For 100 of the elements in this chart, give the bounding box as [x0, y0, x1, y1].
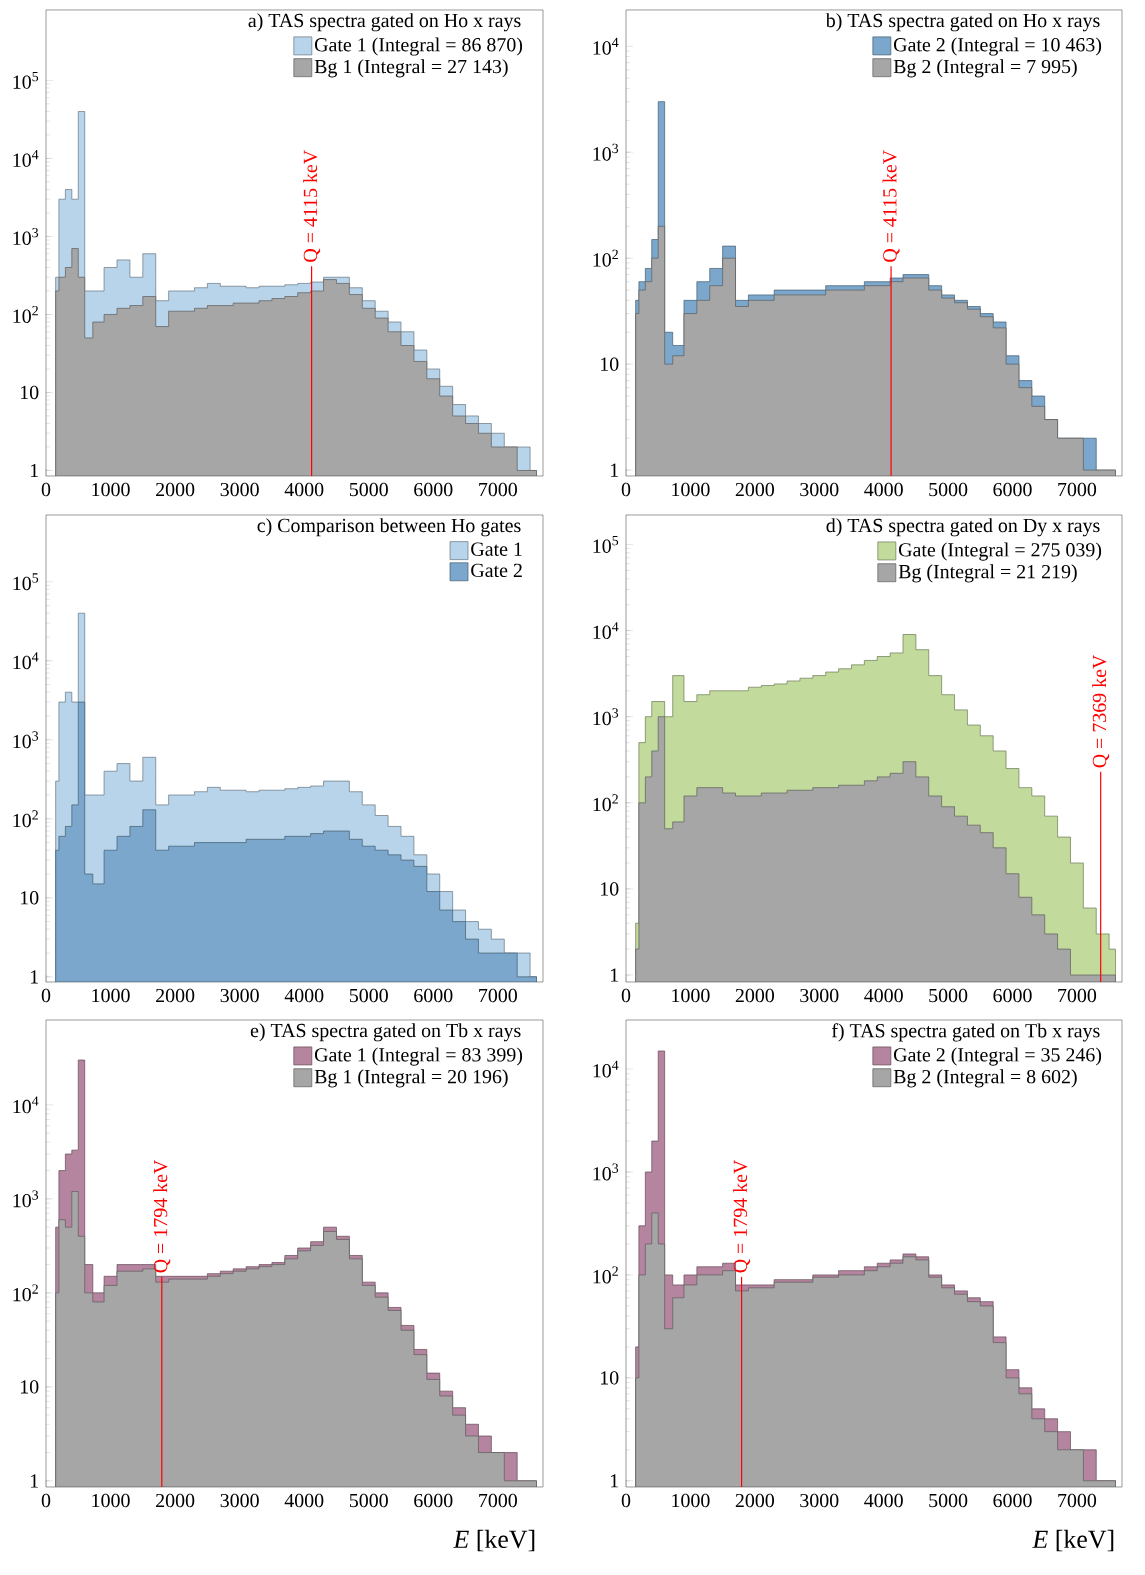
x-tick-label: 3000	[220, 1493, 259, 1508]
x-tick-label: 1000	[672, 1493, 710, 1508]
x-tick-label: 4000	[284, 482, 324, 497]
y-tick-label: 10$^{2}$	[13, 306, 38, 323]
x-tick-label: 1000	[92, 988, 130, 1003]
y-tick-label: 10$^{4}$	[593, 1060, 619, 1078]
y-tick-label: 1	[610, 1474, 618, 1488]
x-tick-label: 2000	[735, 482, 774, 497]
y-tick-label: 10$^{3}$	[593, 708, 619, 726]
x-tick-label: 1000	[92, 1493, 130, 1508]
legend-label: Bg (Integral = 21 219)	[898, 564, 1077, 583]
y-tick-label: 10$^{3}$	[13, 1190, 39, 1208]
x-tick-label: 3000	[800, 988, 839, 1003]
y-tick-label: 1	[610, 463, 618, 477]
x-axis-title: E [keV]	[1032, 1529, 1114, 1552]
y-tick-label: 10$^{5}$	[13, 573, 39, 591]
x-tick-label: 6000	[414, 988, 453, 1003]
x-tick-label: 6000	[414, 1493, 453, 1508]
legend-label: Gate 1 (Integral = 83 399)	[314, 1047, 523, 1066]
x-tick-label: 2000	[735, 988, 774, 1003]
x-tick-label: 1000	[92, 482, 130, 497]
y-tick-label: 10	[600, 357, 619, 371]
x-tick-label: 4000	[284, 988, 324, 1003]
x-tick-label: 2000	[156, 988, 195, 1003]
y-tick-label: 10$^{5}$	[593, 536, 619, 553]
x-tick-label: 5000	[349, 1493, 388, 1508]
x-tick-label: 7000	[1058, 1493, 1097, 1508]
chart-title: e) TAS spectra gated on Tb x rays	[250, 1023, 521, 1042]
x-tick-label: 2000	[735, 1493, 774, 1508]
x-tick-label: 0	[41, 1493, 51, 1508]
chart-title: f) TAS spectra gated on Tb x rays	[831, 1023, 1100, 1042]
y-tick-label: 10	[600, 882, 619, 896]
x-tick-label: 6000	[993, 1493, 1032, 1508]
x-tick-label: 6000	[414, 482, 453, 497]
y-tick-label: 10$^{4}$	[13, 652, 39, 670]
y-tick-label: 10$^{3}$	[593, 1163, 619, 1181]
y-tick-label: 10	[600, 1371, 619, 1385]
y-tick-label: 1	[30, 970, 38, 984]
y-tick-label: 10$^{2}$	[593, 794, 618, 812]
y-tick-label: 1	[30, 463, 38, 478]
y-tick-label: 10$^{2}$	[13, 810, 38, 828]
legend-label: Bg 2 (Integral = 7 995)	[893, 59, 1077, 78]
legend-label: Gate 1 (Integral = 86 870)	[314, 37, 523, 56]
x-tick-label: 2000	[156, 1493, 195, 1508]
y-tick-label: 10$^{4}$	[13, 150, 39, 167]
legend-label: Bg 2 (Integral = 8 602)	[893, 1069, 1077, 1088]
ref-line-label: Q = 4115 keV	[303, 150, 321, 262]
x-tick-label: 7000	[1058, 988, 1097, 1003]
ref-line-label: Q = 1794 keV	[153, 1159, 171, 1273]
x-tick-label: 0	[621, 1493, 631, 1508]
x-tick-label: 6000	[993, 482, 1032, 497]
x-tick-label: 5000	[349, 988, 388, 1003]
x-tick-label: 4000	[864, 482, 903, 497]
x-tick-label: 0	[41, 988, 51, 1003]
y-tick-label: 10$^{5}$	[13, 72, 39, 89]
x-tick-label: 3000	[220, 988, 259, 1003]
y-tick-label: 10$^{2}$	[13, 1284, 38, 1302]
x-tick-label: 5000	[929, 482, 968, 497]
x-tick-label: 5000	[929, 988, 968, 1003]
x-tick-label: 7000	[1058, 482, 1097, 497]
y-tick-label: 1	[30, 1474, 38, 1488]
y-tick-label: 10	[20, 1380, 39, 1394]
chart-title: d) TAS spectra gated on Dy x rays	[826, 518, 1100, 537]
x-tick-label: 6000	[993, 988, 1032, 1003]
y-tick-label: 10$^{2}$	[593, 249, 618, 267]
x-tick-label: 0	[41, 482, 51, 497]
x-tick-label: 5000	[929, 1493, 968, 1508]
x-tick-label: 7000	[479, 1493, 517, 1508]
x-tick-label: 4000	[284, 1493, 324, 1508]
y-tick-label: 10$^{2}$	[593, 1266, 618, 1284]
x-tick-label: 1000	[672, 988, 710, 1003]
x-tick-label: 7000	[479, 482, 517, 497]
legend-label: Gate 2	[471, 563, 522, 578]
chart-title: b) TAS spectra gated on Ho x rays	[825, 13, 1100, 32]
x-tick-label: 1000	[672, 482, 710, 497]
x-tick-label: 3000	[800, 1493, 839, 1508]
x-tick-label: 0	[621, 482, 631, 497]
y-tick-label: 10$^{4}$	[593, 37, 619, 55]
x-tick-label: 3000	[800, 482, 839, 497]
y-tick-label: 10$^{3}$	[593, 143, 619, 161]
legend-label: Gate 2 (Integral = 35 246)	[894, 1047, 1102, 1066]
legend-label: Gate 1	[471, 542, 522, 556]
x-tick-label: 0	[621, 988, 631, 1003]
ref-line-label: Q = 4115 keV	[882, 150, 900, 262]
ref-line-label: Q = 1794 keV	[733, 1159, 751, 1273]
chart-title: a) TAS spectra gated on Ho x rays	[248, 13, 521, 32]
x-tick-label: 2000	[156, 482, 195, 497]
legend-label: Gate 2 (Integral = 10 463)	[894, 37, 1102, 56]
x-tick-label: 7000	[479, 988, 517, 1003]
x-tick-label: 3000	[220, 482, 259, 497]
chart-title: c) Comparison between Ho gates	[257, 518, 521, 537]
x-tick-label: 5000	[349, 482, 388, 497]
y-tick-label: 10$^{4}$	[13, 1096, 39, 1114]
y-tick-label: 10$^{3}$	[13, 731, 39, 749]
x-axis-title: E [keV]	[453, 1529, 535, 1552]
y-tick-label: 1	[610, 968, 618, 982]
x-tick-label: 4000	[864, 988, 903, 1003]
y-tick-label: 10$^{3}$	[13, 227, 39, 245]
legend-label: Bg 1 (Integral = 20 196)	[314, 1069, 508, 1088]
y-tick-label: 10	[20, 385, 39, 400]
